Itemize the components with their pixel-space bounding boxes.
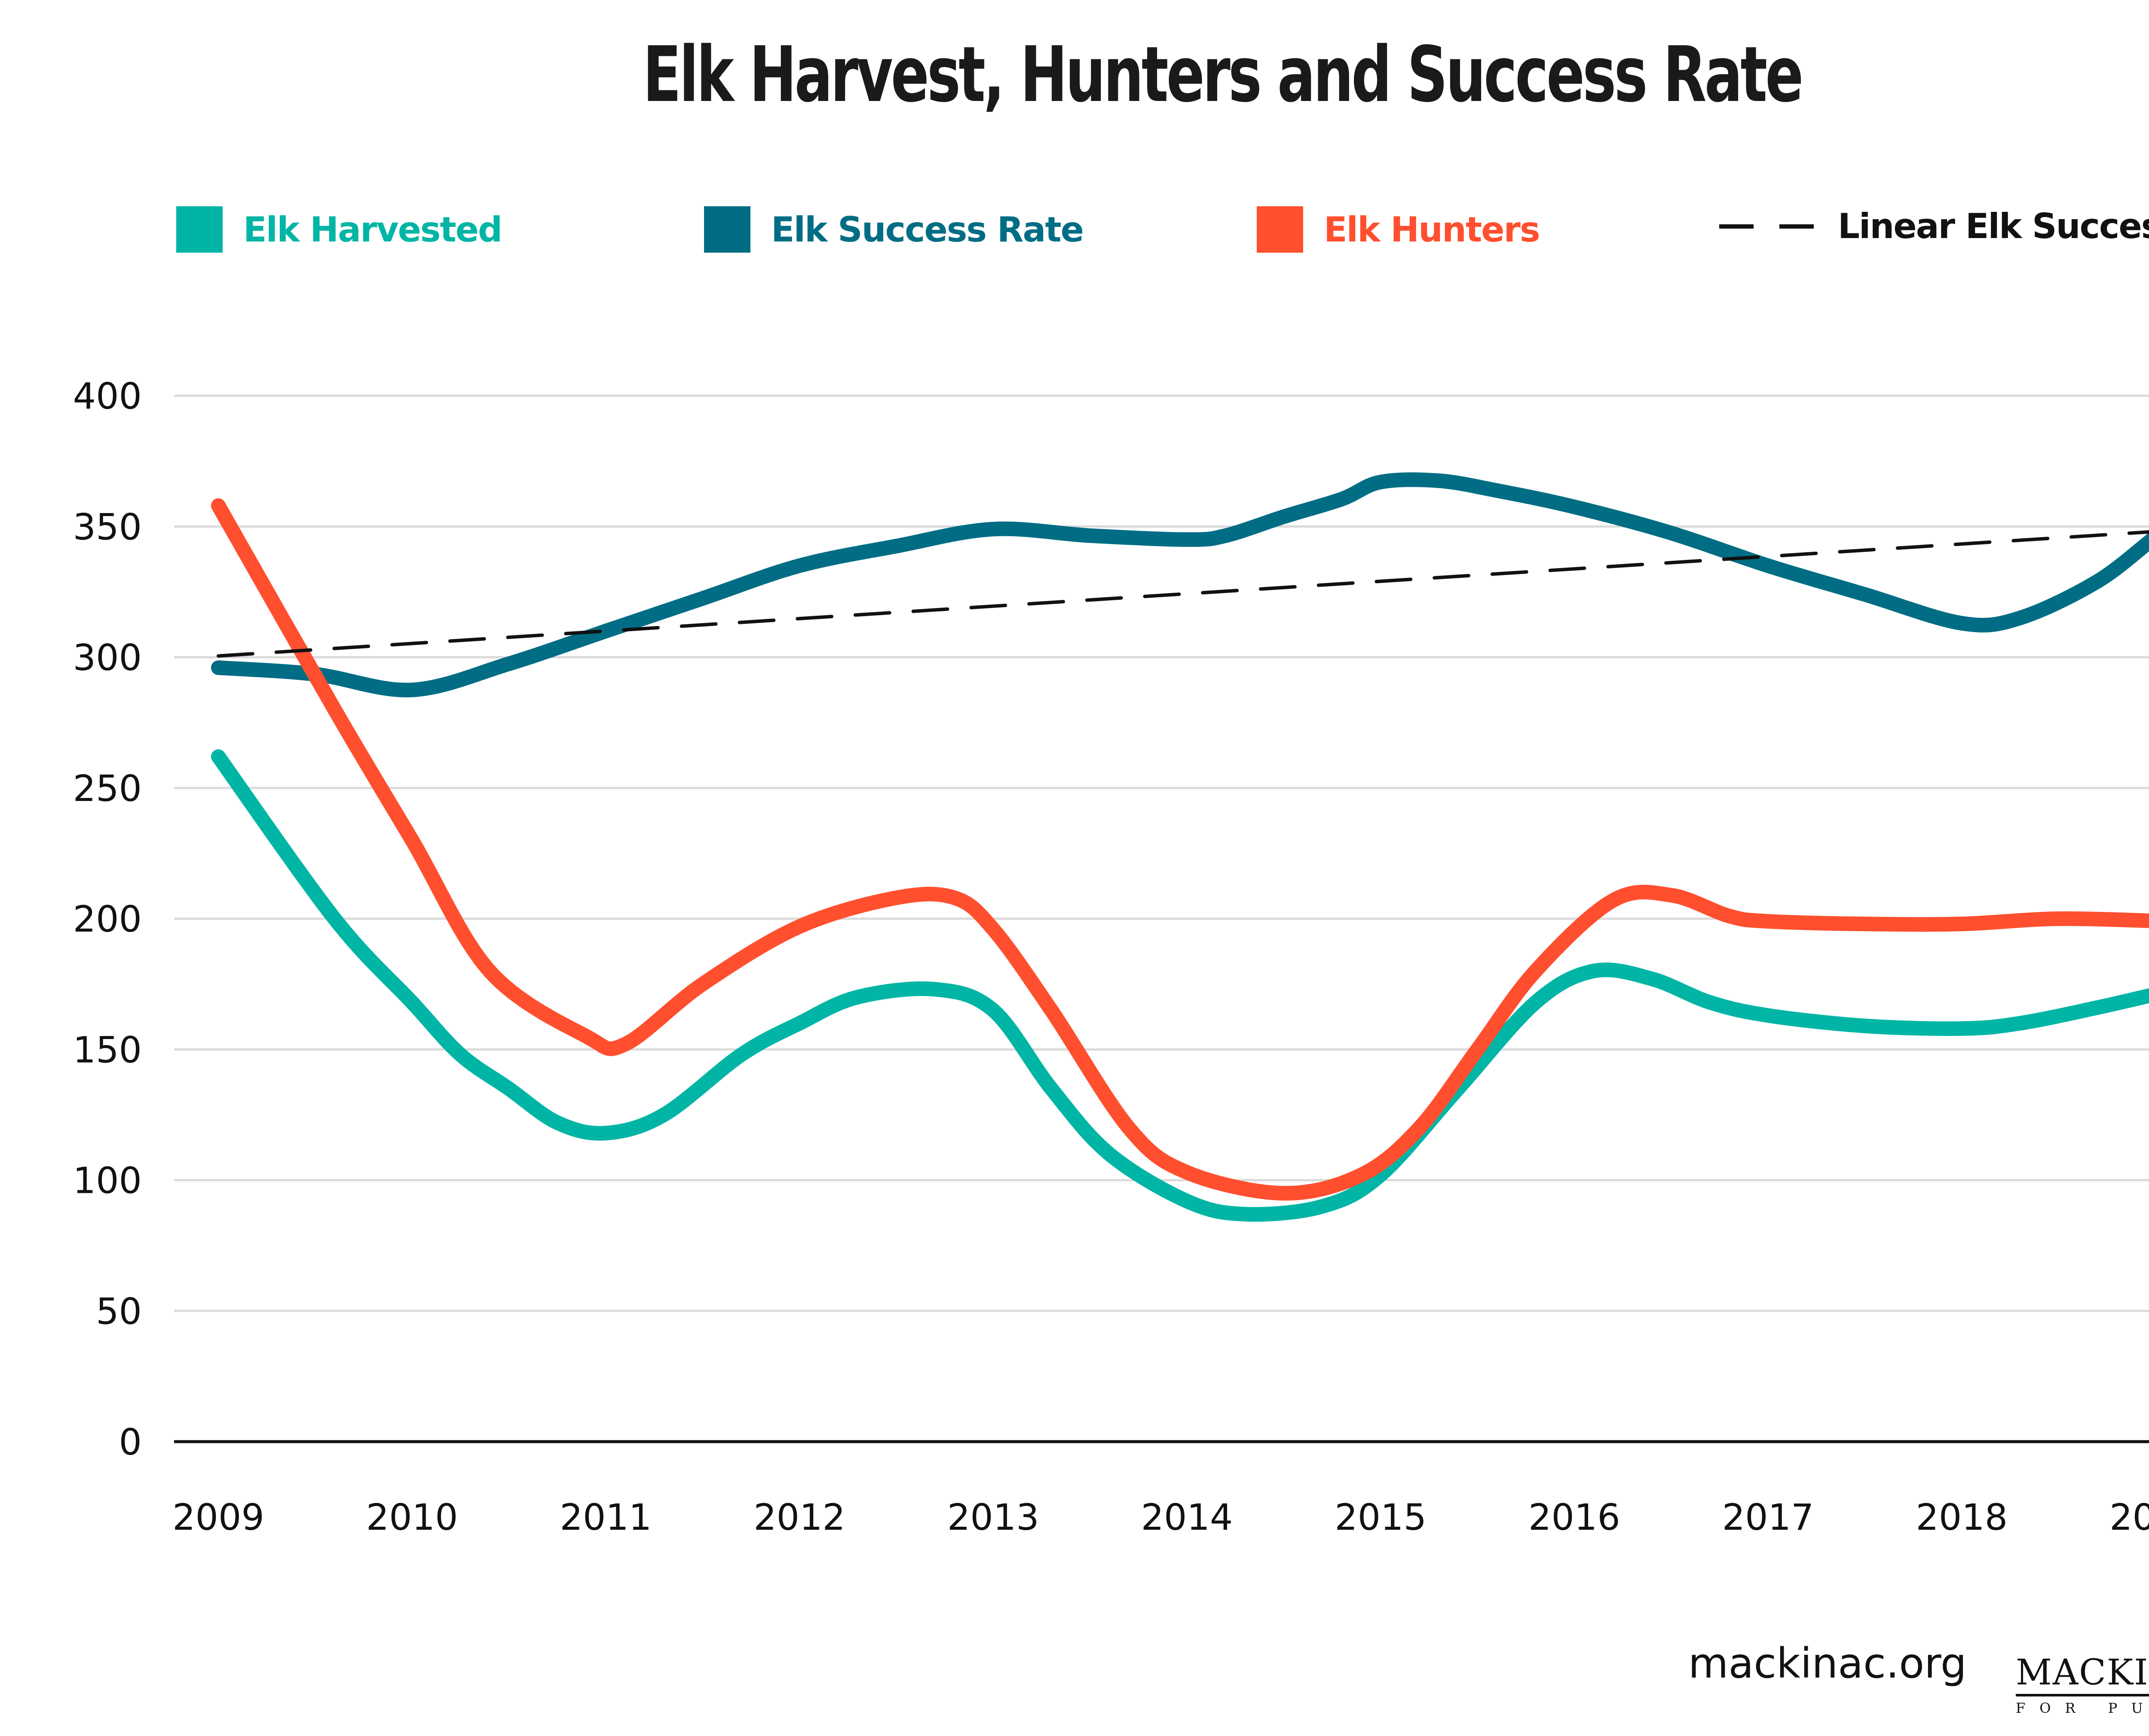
legend-label-elk-hunters: Elk Hunters	[1324, 209, 1540, 250]
series-lines	[211, 472, 2149, 1222]
chart-title: Elk Harvest, Hunters and Success Rate	[643, 30, 1804, 119]
legend-item-elk-harvested: Elk Harvested	[176, 206, 502, 253]
logo-tagline: FOR PUBLIC POLICY	[2016, 1700, 2149, 1716]
x-tick-label: 2012	[753, 1496, 845, 1538]
logo-name-left: MACKINAC	[2016, 1652, 2149, 1693]
y-tick-label: 400	[73, 375, 142, 417]
legend-swatch-elk-success-rate	[704, 206, 750, 253]
series-line-elk-hunters	[211, 498, 2149, 1201]
footer-url[interactable]: mackinac.org	[1688, 1639, 1967, 1687]
x-tick-label: 2013	[947, 1496, 1039, 1538]
x-tick-label: 2011	[560, 1496, 652, 1538]
legend-item-elk-success-rate: Elk Success Rate	[704, 206, 1084, 253]
x-tick-label: 2018	[1916, 1496, 2008, 1538]
y-tick-label: 50	[96, 1290, 142, 1333]
x-axis-ticks: 2009 2010 2011 2012 2013 2014 2015 2016 2017 2018…	[172, 1496, 2149, 1538]
legend-swatch-elk-harvested	[176, 206, 223, 253]
x-tick-label: 2019	[2109, 1496, 2149, 1538]
y-tick-label: 300	[73, 637, 142, 679]
y-tick-label: 250	[73, 767, 142, 810]
x-tick-label: 2014	[1141, 1496, 1233, 1538]
x-tick-label: 2010	[366, 1496, 458, 1538]
y-tick-label: 150	[73, 1029, 142, 1071]
mackinac-center-logo[interactable]: MACKINACCENTER FOR PUBLIC POLICY	[2016, 1616, 2149, 1716]
y-tick-label: 0	[119, 1421, 142, 1463]
legend-item-elk-hunters: Elk Hunters	[1257, 206, 1540, 253]
legend-swatch-elk-hunters	[1257, 206, 1303, 253]
x-tick-label: 2017	[1722, 1496, 1814, 1538]
logo-wordmark: MACKINACCENTER	[2016, 1652, 2149, 1693]
series-line-elk-success-rate	[211, 472, 2149, 697]
legend-item-linear-elk-success-rate: Linear Elk Success Rate	[1719, 206, 2149, 246]
y-axis-left-ticks: 0 50 100 150 200 250 300 350 400	[73, 375, 142, 1463]
y-tick-label: 100	[73, 1160, 142, 1202]
legend-label-linear-elk-success-rate: Linear Elk Success Rate	[1838, 206, 2149, 246]
y-tick-label: 350	[73, 506, 142, 548]
legend-dash-linear-elk-success-rate	[1719, 224, 1822, 229]
legend-label-elk-success-rate: Elk Success Rate	[771, 209, 1084, 250]
series-line-linear-elk-success-rate	[217, 530, 2149, 658]
x-tick-label: 2015	[1335, 1496, 1427, 1538]
y-tick-label: 200	[73, 898, 142, 940]
logo-rule	[2016, 1694, 2149, 1696]
series-line-elk-harvested	[211, 749, 2149, 1222]
x-tick-label: 2009	[172, 1496, 264, 1538]
legend-label-elk-harvested: Elk Harvested	[243, 209, 502, 250]
x-tick-label: 2016	[1528, 1496, 1620, 1538]
